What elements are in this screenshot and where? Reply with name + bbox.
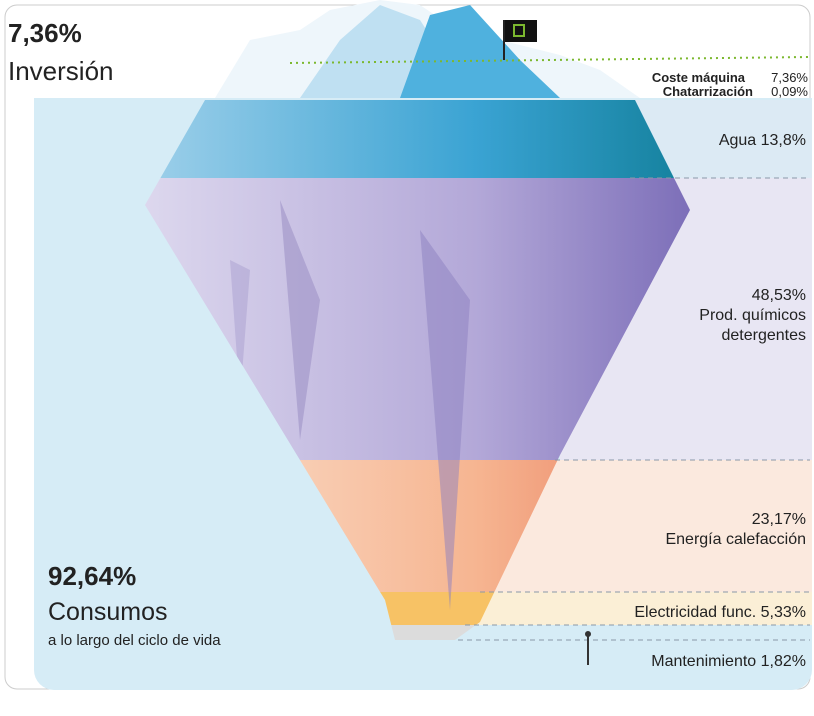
layer-label: 23,17%	[752, 511, 806, 528]
pin-head	[585, 631, 591, 637]
footer-value: 92,64%	[48, 561, 136, 591]
item-name: Chatarrización	[663, 84, 753, 99]
item-value: 7,36%	[771, 70, 808, 85]
layer-label: 48,53%	[752, 287, 806, 304]
layer-label: Mantenimiento 1,82%	[651, 653, 806, 670]
item-value: 0,09%	[771, 84, 808, 99]
footer-sublabel: a lo largo del ciclo de vida	[48, 632, 221, 649]
layer-label: Agua 13,8%	[719, 132, 806, 149]
iceberg-infographic: 7,36% Inversión Coste máquina 7,36% Chat…	[0, 0, 814, 711]
header-label: Inversión	[8, 56, 114, 86]
layer-label: Electricidad func. 5,33%	[634, 604, 806, 621]
item-name: Coste máquina	[652, 70, 746, 85]
page: 7,36% Inversión Coste máquina 7,36% Chat…	[0, 0, 814, 716]
header-value: 7,36%	[8, 18, 82, 48]
flag	[505, 20, 537, 42]
footer-label: Consumos	[48, 598, 168, 626]
layer-label: Energía calefacción	[665, 531, 806, 548]
layer-label: Prod. químicos	[699, 307, 806, 324]
layer-label: detergentes	[721, 327, 806, 344]
